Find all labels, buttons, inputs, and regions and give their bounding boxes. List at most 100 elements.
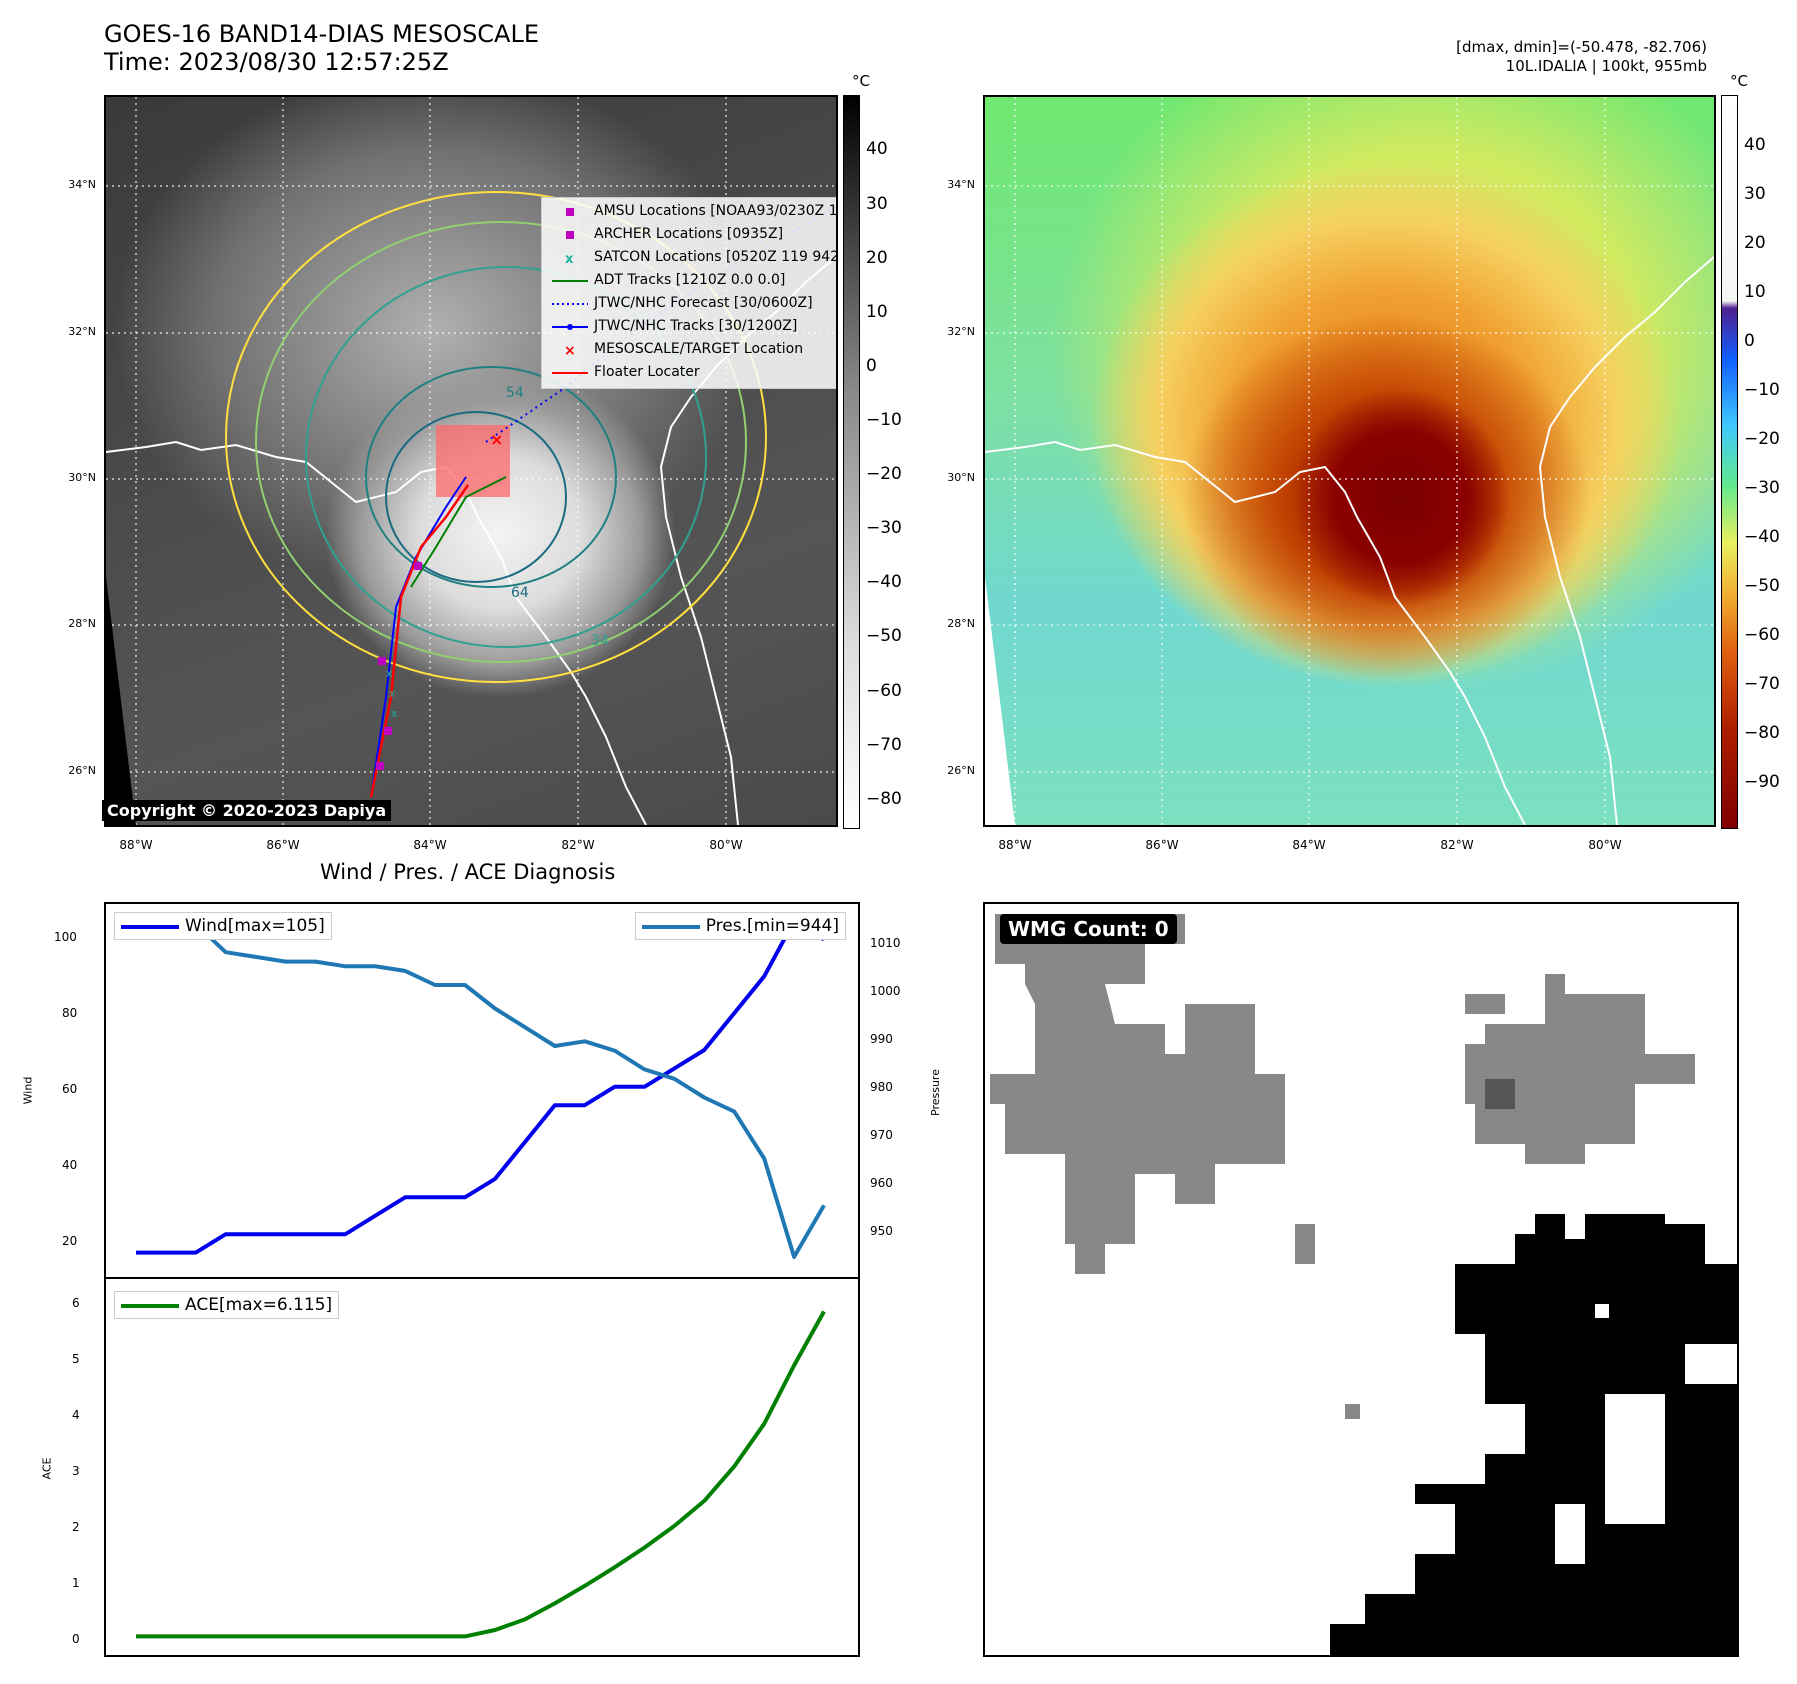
colorbar-tick: −30 bbox=[1744, 478, 1780, 498]
colorbar-tick: −40 bbox=[866, 572, 902, 592]
legend-line-icon bbox=[121, 925, 179, 929]
y-tick: 990 bbox=[870, 1032, 893, 1046]
wind-pressure-plot bbox=[135, 919, 826, 1259]
x-marker-icon: x bbox=[565, 252, 574, 267]
colorbar-tick: −80 bbox=[866, 789, 902, 809]
y-tick: 2 bbox=[72, 1520, 80, 1534]
colorbar-tick: −40 bbox=[1744, 527, 1780, 547]
contour-label-64: 64 bbox=[511, 585, 529, 601]
y-tick: 0 bbox=[72, 1632, 80, 1646]
colorbar-tick: −60 bbox=[866, 681, 902, 701]
colorbar-tick: −70 bbox=[866, 735, 902, 755]
line-marker-icon bbox=[552, 280, 588, 282]
y-tick: 60 bbox=[62, 1082, 78, 1096]
right-colorbar-unit: °C bbox=[1730, 72, 1748, 90]
wmg-black-regions bbox=[1330, 1214, 1737, 1655]
colorbar-tick: −30 bbox=[866, 518, 902, 538]
square-marker-icon bbox=[566, 208, 574, 216]
lat-label: 30°N bbox=[68, 471, 96, 484]
ace-legend-label: ACE[max=6.115] bbox=[185, 1295, 333, 1315]
legend-item-adt: ADT Tracks [1210Z 0.0 0.0] bbox=[542, 271, 836, 291]
y-tick: 3 bbox=[72, 1464, 80, 1478]
right-colorbar bbox=[1721, 95, 1738, 829]
coastline-atlantic bbox=[1538, 256, 1714, 825]
colorbar-tick: 40 bbox=[866, 139, 888, 159]
map-legend: AMSU Locations [NOAA93/0230Z 128 936] AR… bbox=[541, 197, 836, 389]
legend-item-forecast: JTWC/NHC Forecast [30/0600Z] bbox=[542, 294, 836, 314]
adt-track bbox=[410, 476, 507, 588]
y-tick: 1 bbox=[72, 1576, 80, 1590]
y-tick: 980 bbox=[870, 1080, 893, 1094]
lat-label: 26°N bbox=[68, 764, 96, 777]
lat-label: 26°N bbox=[947, 764, 975, 777]
pressure-legend-label: Pres.[min=944] bbox=[705, 916, 839, 936]
coastline-gulf bbox=[985, 440, 1526, 825]
map-gridlines bbox=[985, 97, 1714, 825]
lat-label: 34°N bbox=[68, 178, 96, 191]
lon-label: 82°W bbox=[561, 838, 595, 852]
title-line-1: GOES-16 BAND14-DIAS MESOSCALE bbox=[104, 20, 540, 48]
lon-label: 88°W bbox=[119, 838, 153, 852]
ir-color-map bbox=[983, 95, 1716, 827]
lon-label: 86°W bbox=[1145, 838, 1179, 852]
ace-line bbox=[136, 1310, 826, 1639]
y-tick: 950 bbox=[870, 1224, 893, 1238]
svg-text:x: x bbox=[391, 707, 398, 720]
lat-label: 32°N bbox=[947, 325, 975, 338]
lon-label: 84°W bbox=[1292, 838, 1326, 852]
diagnosis-title: Wind / Pres. / ACE Diagnosis bbox=[320, 860, 616, 884]
ace-legend: ACE[max=6.115] bbox=[114, 1291, 340, 1319]
pressure-axis-label: Pressure bbox=[928, 1069, 942, 1116]
square-marker-icon bbox=[566, 231, 574, 239]
wind-axis-label: Wind bbox=[21, 1076, 35, 1105]
y-tick: 40 bbox=[62, 1158, 78, 1172]
y-tick: 1000 bbox=[870, 984, 901, 998]
wmg-dark-cell bbox=[1485, 1079, 1515, 1109]
contour-label-54: 54 bbox=[506, 385, 524, 401]
left-colorbar bbox=[843, 95, 860, 829]
y-tick: 1010 bbox=[870, 936, 901, 950]
ace-axis-label: ACE bbox=[40, 1457, 54, 1480]
lat-label: 28°N bbox=[68, 617, 96, 630]
colorbar-tick: 30 bbox=[866, 194, 888, 214]
colorbar-tick: −90 bbox=[1744, 772, 1780, 792]
colorbar-tick: −70 bbox=[1744, 674, 1780, 694]
y-tick: 100 bbox=[54, 930, 77, 944]
colorbar-tick: −20 bbox=[866, 464, 902, 484]
colorbar-tick: −20 bbox=[1744, 429, 1780, 449]
line-marker-icon bbox=[552, 372, 588, 374]
legend-item-satcon: x SATCON Locations [0520Z 119 942] bbox=[542, 248, 836, 268]
storm-stats: [dmax, dmin]=(-50.478, -82.706) 10L.IDAL… bbox=[1456, 38, 1707, 76]
legend-item-archer: ARCHER Locations [0935Z] bbox=[542, 225, 836, 245]
figure-title: GOES-16 BAND14-DIAS MESOSCALE Time: 2023… bbox=[104, 20, 539, 76]
lon-label: 84°W bbox=[413, 838, 447, 852]
y-tick: 4 bbox=[72, 1408, 80, 1422]
legend-item-target: × MESOSCALE/TARGET Location bbox=[542, 340, 836, 360]
wmg-count-badge: WMG Count: 0 bbox=[1000, 914, 1177, 944]
colorbar-tick: −10 bbox=[866, 410, 902, 430]
legend-item-amsu: AMSU Locations [NOAA93/0230Z 128 936] bbox=[542, 202, 836, 222]
colorbar-tick: 20 bbox=[866, 248, 888, 268]
colorbar-tick: 40 bbox=[1744, 135, 1766, 155]
wind-pressure-chart: Wind[max=105] Pres.[min=944] bbox=[104, 902, 860, 1279]
colorbar-tick: 10 bbox=[866, 302, 888, 322]
wind-legend-label: Wind[max=105] bbox=[185, 916, 325, 936]
wind-contours bbox=[225, 191, 767, 683]
wmg-map bbox=[990, 914, 1737, 1655]
copyright-label: Copyright © 2020-2023 Dapiya bbox=[102, 800, 392, 821]
y-tick: 20 bbox=[62, 1234, 78, 1248]
wmg-white-holes bbox=[1555, 1304, 1737, 1564]
target-marker: × bbox=[490, 430, 503, 449]
mesoscale-target-box bbox=[436, 425, 510, 497]
lon-label: 86°W bbox=[266, 838, 300, 852]
svg-text:x: x bbox=[565, 252, 574, 267]
colorbar-tick: −10 bbox=[1744, 380, 1780, 400]
no-data-wedge bbox=[106, 577, 136, 825]
colorbar-tick: −50 bbox=[1744, 576, 1780, 596]
legend-line-icon bbox=[121, 1304, 179, 1308]
colorbar-tick: −50 bbox=[866, 626, 902, 646]
satcon-markers: xxx bbox=[386, 667, 398, 720]
legend-line-icon bbox=[641, 925, 700, 929]
lat-label: 32°N bbox=[68, 325, 96, 338]
pressure-line bbox=[136, 922, 826, 1259]
